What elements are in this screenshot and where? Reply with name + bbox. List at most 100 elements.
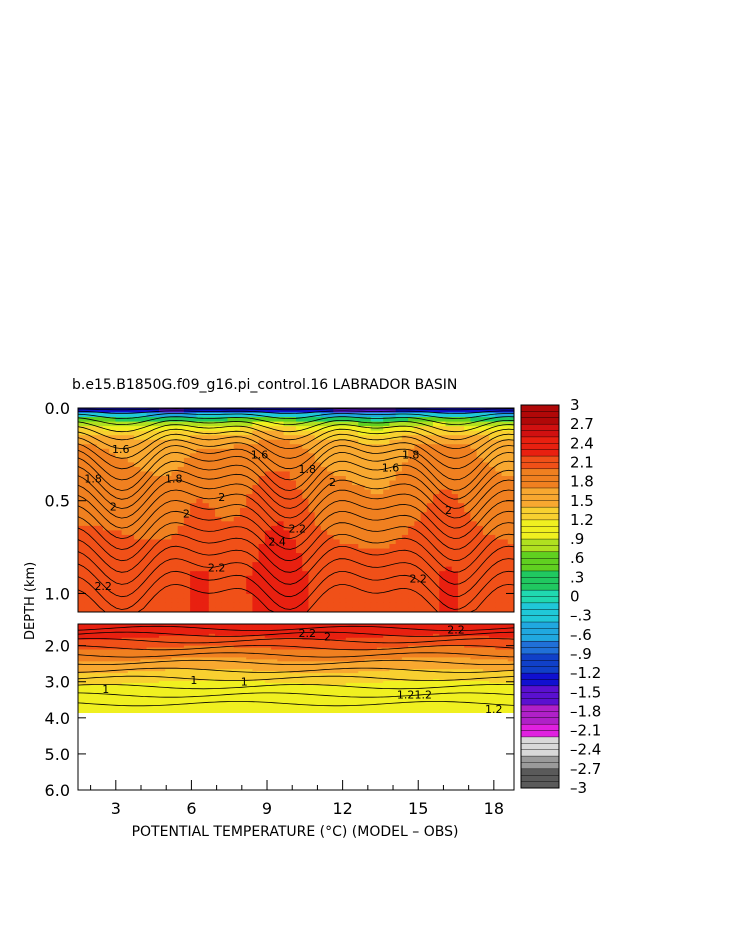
field-cell xyxy=(252,476,260,482)
field-cell xyxy=(308,639,316,643)
field-cell xyxy=(308,421,316,427)
field-cell xyxy=(464,631,471,635)
field-cell xyxy=(84,575,92,581)
field-cell xyxy=(277,633,285,637)
field-cell xyxy=(221,584,229,590)
field-cell xyxy=(78,655,85,658)
field-cell xyxy=(221,653,229,657)
field-cell xyxy=(283,643,291,647)
field-cell xyxy=(246,643,253,647)
field-cell xyxy=(190,553,197,559)
field-cell xyxy=(352,627,359,631)
field-cell xyxy=(314,647,322,651)
field-cell xyxy=(190,498,197,504)
field-cell xyxy=(264,453,272,459)
field-cell xyxy=(401,635,409,639)
field-cell xyxy=(389,466,397,473)
field-cell xyxy=(202,673,210,676)
field-cell xyxy=(395,476,403,482)
field-cell xyxy=(208,669,216,672)
field-cell xyxy=(115,665,123,668)
field-cell xyxy=(115,544,123,550)
field-cell xyxy=(420,629,428,633)
field-cell xyxy=(252,641,260,645)
field-cell xyxy=(352,462,359,468)
field-cell xyxy=(158,557,166,563)
field-cell xyxy=(215,534,222,541)
field-cell xyxy=(345,653,353,657)
field-cell xyxy=(208,480,216,486)
field-cell xyxy=(202,435,210,441)
field-cell xyxy=(271,448,278,454)
field-cell xyxy=(90,673,98,676)
field-cell xyxy=(327,503,334,509)
field-cell xyxy=(183,426,191,432)
field-cell xyxy=(314,408,322,414)
field-cell xyxy=(78,584,85,590)
field-cell xyxy=(96,426,104,432)
field-cell xyxy=(420,637,428,641)
field-cell xyxy=(376,503,384,509)
field-cell xyxy=(277,651,285,655)
field-cell xyxy=(158,641,166,645)
field-cell xyxy=(370,665,378,668)
field-cell xyxy=(439,571,447,577)
field-cell xyxy=(183,457,191,463)
field-cell xyxy=(358,663,366,666)
field-cell xyxy=(376,417,384,423)
field-cell xyxy=(109,629,116,633)
field-cell xyxy=(190,631,197,635)
field-cell xyxy=(289,633,297,637)
field-cell xyxy=(333,512,341,518)
field-cell xyxy=(227,485,235,491)
field-cell xyxy=(183,512,191,518)
field-cell xyxy=(420,476,428,482)
field-cell xyxy=(389,507,397,513)
field-cell xyxy=(84,439,92,445)
field-cell xyxy=(495,624,503,627)
field-cell xyxy=(102,534,110,541)
field-cell xyxy=(476,655,484,658)
field-cell xyxy=(134,521,141,527)
field-cell xyxy=(308,444,316,450)
field-cell xyxy=(389,631,397,635)
field-cell xyxy=(289,462,297,468)
field-cell xyxy=(239,448,247,454)
field-cell xyxy=(183,580,191,586)
field-cell xyxy=(364,503,372,509)
field-cell xyxy=(314,525,322,531)
field-cell xyxy=(339,651,347,655)
field-cell xyxy=(258,471,266,477)
field-cell xyxy=(221,471,229,477)
field-cell xyxy=(314,649,322,653)
field-cell xyxy=(277,589,285,595)
field-cell xyxy=(277,593,285,599)
field-cell xyxy=(171,575,179,581)
field-cell xyxy=(283,439,291,445)
field-cell xyxy=(183,489,191,495)
field-cell xyxy=(140,643,148,647)
field-cell xyxy=(302,631,310,635)
field-cell xyxy=(177,593,185,599)
field-cell xyxy=(202,534,210,541)
field-cell xyxy=(314,645,322,649)
field-cell xyxy=(109,575,116,581)
field-cell xyxy=(221,647,229,651)
field-cell xyxy=(445,659,453,662)
field-cell xyxy=(146,657,154,660)
field-cell xyxy=(345,412,353,418)
field-cell xyxy=(501,627,509,631)
field-cell xyxy=(495,494,503,500)
field-cell xyxy=(296,575,303,581)
field-cell xyxy=(482,651,490,655)
field-cell xyxy=(90,624,98,627)
field-cell xyxy=(470,539,478,545)
field-cell xyxy=(370,476,378,482)
field-cell xyxy=(352,408,359,414)
field-cell xyxy=(470,471,478,477)
field-cell xyxy=(408,593,415,599)
field-cell xyxy=(433,530,440,536)
field-cell xyxy=(414,530,422,536)
field-cell xyxy=(414,643,422,647)
field-cell xyxy=(246,503,253,509)
